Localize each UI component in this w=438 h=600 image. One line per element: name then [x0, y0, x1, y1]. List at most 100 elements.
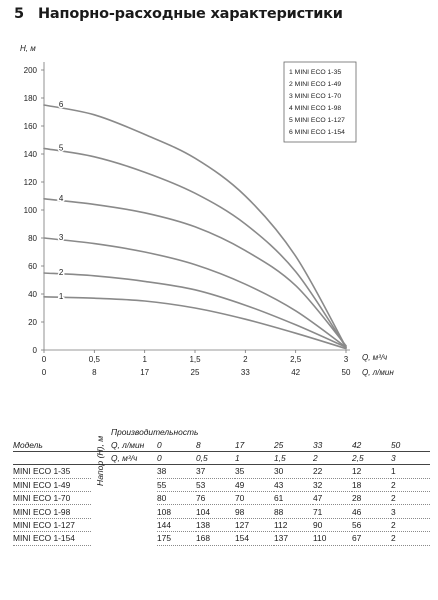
y-tick-label: 40 — [28, 290, 37, 299]
head-cell: 108 — [157, 504, 196, 519]
flow-lmin-cell: 25 — [274, 438, 313, 452]
series-line-6 — [43, 104, 347, 348]
head-cell: 35 — [235, 464, 274, 479]
table-row: MINI ECO 1-98 108 104 98 88 71 46 3 — [13, 504, 431, 519]
series-label-5: 5 — [59, 143, 64, 152]
head-cell: 112 — [274, 518, 313, 533]
y-tick-label: 0 — [33, 346, 38, 355]
head-cell: 38 — [157, 464, 196, 479]
head-cell: 49 — [235, 478, 274, 492]
y-axis-label: H, м — [20, 44, 36, 53]
head-cell: 104 — [196, 504, 235, 519]
head-cell: 46 — [352, 504, 391, 519]
table-title: Производительность — [111, 427, 199, 438]
x-secondary-axis-label: Q, л/мин — [362, 368, 394, 377]
head-cell: 2 — [391, 518, 431, 533]
head-cell: 67 — [352, 531, 391, 546]
table-row: MINI ECO 1-127 144 138 127 112 90 56 2 — [13, 518, 431, 533]
table-row: MINI ECO 1-154 175 168 154 137 110 67 2 — [13, 531, 431, 546]
head-cell: 18 — [352, 478, 391, 492]
table-row: MINI ECO 1-35 38 37 35 30 22 12 1 — [13, 464, 431, 479]
series-label-2: 2 — [59, 268, 64, 277]
head-cell: 53 — [196, 478, 235, 492]
row-model: MINI ECO 1-127 — [13, 518, 91, 533]
head-cell: 47 — [313, 491, 352, 506]
x-tick-label: 2 — [243, 355, 248, 364]
legend-entry-2: 2 MINI ECO 1-49 — [289, 81, 341, 88]
head-cell: 144 — [157, 518, 196, 533]
flow-m3h-cell: 0 — [157, 451, 196, 466]
series-label-6: 6 — [59, 100, 64, 109]
flow-lmin-cell: 8 — [196, 438, 235, 452]
row-model: MINI ECO 1-70 — [13, 491, 91, 506]
head-cell: 80 — [157, 491, 196, 506]
head-cell: 71 — [313, 504, 352, 519]
flow-m3h-cell: 1 — [235, 451, 274, 466]
performance-table: Производительность Модель Q, л/мин 0 8 1… — [13, 426, 431, 546]
head-cell: 90 — [313, 518, 352, 533]
legend-box — [283, 61, 357, 143]
series-label-4: 4 — [59, 194, 64, 203]
series-line-4 — [43, 198, 347, 347]
legend-entry-4: 4 MINI ECO 1-98 — [289, 105, 341, 112]
flow-lmin-cell: 0 — [157, 438, 196, 452]
table-row: MINI ECO 1-49 55 53 49 43 32 18 2 — [13, 478, 431, 492]
row-model: MINI ECO 1-154 — [13, 531, 91, 546]
flow-m3h-cell: 2 — [313, 451, 352, 466]
head-cell: 168 — [196, 531, 235, 546]
model-header: Модель — [13, 438, 91, 452]
head-cell: 3 — [391, 504, 431, 519]
head-cell: 110 — [313, 531, 352, 546]
y-tick-label: 100 — [24, 206, 38, 215]
head-cell: 56 — [352, 518, 391, 533]
head-cell: 88 — [274, 504, 313, 519]
x-tick-label: 1,5 — [189, 355, 201, 364]
x-tick-label: 3 — [344, 355, 349, 364]
head-cell: 137 — [274, 531, 313, 546]
chart-legend: 1 MINI ECO 1-35 2 MINI ECO 1-49 3 MINI ECO… — [283, 61, 357, 143]
x-tick-label: 1 — [142, 355, 147, 364]
x-secondary-tick-label: 8 — [92, 368, 97, 377]
head-cell: 32 — [313, 478, 352, 492]
legend-entry-3: 3 MINI ECO 1-70 — [289, 93, 341, 100]
y-tick-label: 20 — [28, 318, 37, 327]
flow-m3h-cell: 0,5 — [196, 451, 235, 466]
legend-entry-5: 5 MINI ECO 1-127 — [289, 117, 345, 124]
x-secondary-tick-label: 25 — [191, 368, 200, 377]
section-title-text: Напорно-расходные характеристики — [38, 6, 343, 22]
head-cell: 2 — [391, 531, 431, 546]
flow-lmin-cell: 17 — [235, 438, 274, 452]
flow-m3h-cell: 2,5 — [352, 451, 391, 466]
head-axis-label: Напор (H), м — [95, 435, 105, 486]
y-tick-label: 140 — [24, 150, 38, 159]
head-cell: 127 — [235, 518, 274, 533]
x-tick-label: 0,5 — [89, 355, 101, 364]
y-tick-label: 180 — [24, 94, 38, 103]
series-label-3: 3 — [59, 233, 64, 242]
legend-entry-6: 6 MINI ECO 1-154 — [289, 129, 345, 136]
series-line-5 — [43, 147, 347, 348]
series-label-1: 1 — [59, 292, 64, 301]
head-cell: 28 — [352, 491, 391, 506]
flow-m3h-cell: 3 — [391, 451, 431, 466]
head-cell: 1 — [391, 464, 431, 479]
y-tick-label: 200 — [24, 66, 38, 75]
head-cell: 61 — [274, 491, 313, 506]
x-secondary-tick-label: 33 — [241, 368, 250, 377]
series-line-1 — [43, 296, 347, 350]
head-cell: 175 — [157, 531, 196, 546]
y-tick-label: 120 — [24, 178, 38, 187]
head-cell: 2 — [391, 478, 431, 492]
row-model: MINI ECO 1-98 — [13, 504, 91, 519]
flow-lmin-cell: 50 — [391, 438, 431, 452]
x-secondary-tick-label: 42 — [291, 368, 300, 377]
flow-m3h-label: Q, м³/ч — [111, 451, 157, 466]
head-cell: 2 — [391, 491, 431, 506]
x-secondary-tick-label: 17 — [140, 368, 149, 377]
head-cell: 154 — [235, 531, 274, 546]
head-cell: 30 — [274, 464, 313, 479]
x-tick-label: 2,5 — [290, 355, 302, 364]
series-line-3 — [43, 237, 347, 348]
head-cell: 43 — [274, 478, 313, 492]
